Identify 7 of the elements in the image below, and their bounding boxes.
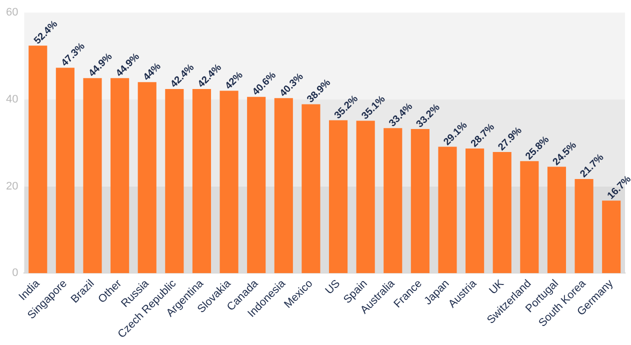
y-tick-label: 60 — [6, 6, 18, 19]
data-label: 44% — [141, 61, 164, 84]
x-tick-label: US — [323, 278, 343, 297]
y-tick-label: 20 — [6, 180, 18, 192]
y-tick-label: 40 — [6, 93, 18, 106]
data-label: 42% — [223, 70, 246, 92]
y-tick-label: 0 — [12, 267, 18, 280]
